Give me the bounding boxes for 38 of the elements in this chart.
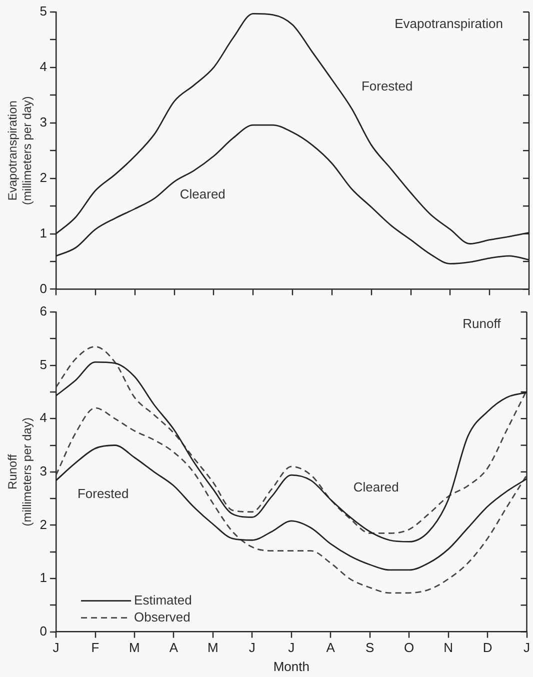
y-axis-title: Runoff (millimeters per day) bbox=[6, 418, 34, 526]
x-tick-label: O bbox=[404, 640, 414, 656]
x-axis-title: Month bbox=[273, 658, 310, 674]
x-tick-label: A bbox=[169, 640, 178, 656]
x-tick-label: J bbox=[248, 640, 256, 656]
chart-title: Evapotranspiration bbox=[394, 16, 503, 32]
y-tick-label: 2 bbox=[40, 516, 48, 532]
y-tick-label: 2 bbox=[40, 170, 48, 185]
x-tick-label: D bbox=[482, 640, 492, 656]
y-tick-label: 3 bbox=[40, 463, 48, 478]
y-tick-label: 6 bbox=[40, 304, 48, 319]
y-tick-label: 0 bbox=[40, 623, 48, 638]
y-axis-title: Evapotranspiration (millimeters per day) bbox=[6, 96, 34, 205]
legend-label: Observed bbox=[134, 609, 190, 624]
y-tick-label: 1 bbox=[40, 570, 48, 586]
x-tick-label: M bbox=[208, 640, 218, 656]
y-tick-label: 5 bbox=[40, 356, 48, 372]
y-tick-label: 3 bbox=[40, 114, 48, 130]
x-tick-label: J bbox=[524, 640, 530, 656]
legend-label: Estimated bbox=[134, 592, 192, 608]
x-tick-label: M bbox=[129, 640, 140, 656]
annotation: Cleared bbox=[180, 186, 226, 202]
x-tick-label: J bbox=[288, 640, 295, 656]
annotation: Cleared bbox=[353, 479, 399, 494]
chart-title: Runoff bbox=[462, 316, 502, 332]
x-tick-label: N bbox=[444, 640, 453, 656]
y-tick-label: 5 bbox=[40, 4, 48, 19]
x-tick-label: J bbox=[52, 640, 60, 656]
y-tick-label: 1 bbox=[40, 225, 48, 240]
line-series bbox=[55, 407, 528, 594]
y-tick-label: 4 bbox=[40, 59, 48, 74]
y-tick-label: 0 bbox=[40, 280, 48, 296]
y-tick-label: 4 bbox=[40, 410, 48, 426]
x-tick-label: S bbox=[366, 640, 375, 656]
x-tick-label: A bbox=[326, 640, 336, 656]
annotation: Forested bbox=[361, 78, 413, 94]
x-tick-label: F bbox=[91, 640, 100, 656]
annotation: Forested bbox=[77, 486, 129, 501]
